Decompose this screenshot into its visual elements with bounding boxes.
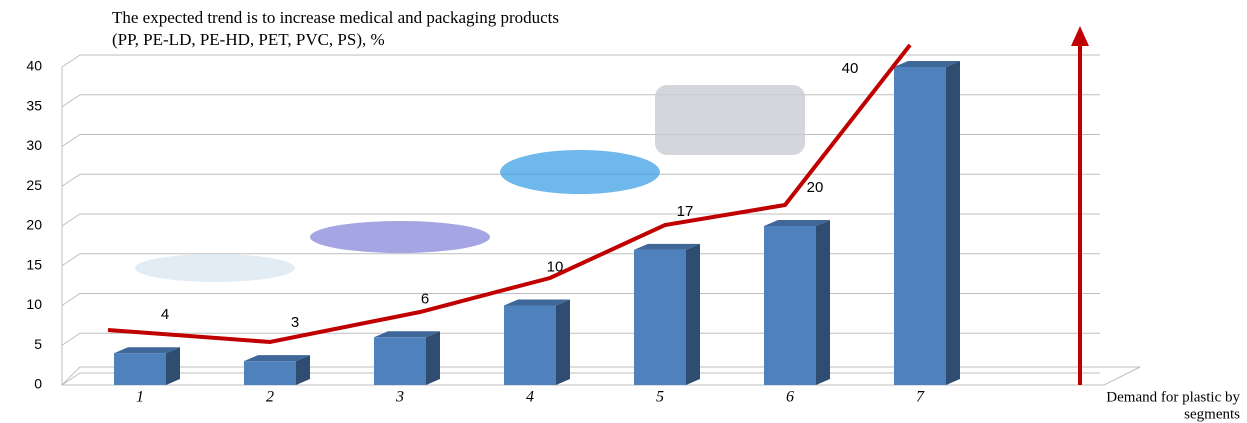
- bar-front: [634, 249, 686, 385]
- bar-top: [764, 220, 830, 226]
- x-tick-label: 2: [266, 389, 274, 406]
- bar-front: [764, 226, 816, 385]
- bar-front: [504, 305, 556, 385]
- grid-line: [61, 173, 1100, 187]
- x-tick-label: 7: [916, 389, 925, 406]
- x-tick-label: 1: [136, 389, 144, 406]
- bar-top: [114, 347, 180, 354]
- bar: [114, 347, 180, 385]
- container-image: [655, 85, 805, 155]
- bar-front: [894, 67, 946, 385]
- y-tick-label: 40: [26, 58, 42, 74]
- bar-front: [244, 361, 296, 385]
- y-tick-label: 25: [26, 177, 42, 193]
- y-tick-label: 15: [26, 256, 42, 272]
- trend-line: [107, 43, 912, 345]
- decoration: [107, 26, 1089, 385]
- bar-side: [166, 347, 180, 385]
- bar: [894, 61, 960, 385]
- grid-line: [61, 372, 1100, 386]
- floor: [60, 366, 1141, 386]
- grid-line: [61, 253, 1100, 267]
- bar-side: [686, 243, 700, 385]
- x-tick-label: 4: [526, 389, 534, 406]
- bar-front: [114, 353, 166, 385]
- covers-image: [500, 150, 660, 194]
- bar: [634, 243, 700, 385]
- value-label: 20: [807, 179, 824, 196]
- bar-side: [426, 331, 440, 385]
- value-label: 10: [547, 258, 564, 275]
- y-tick-label: 10: [26, 296, 42, 312]
- bar-side: [296, 355, 310, 385]
- bar-top: [504, 299, 570, 306]
- bar: [504, 299, 570, 385]
- chart-title: The expected trend is to increase medica…: [112, 8, 559, 27]
- bar-side: [556, 299, 570, 385]
- value-label: 40: [842, 60, 859, 77]
- value-label: 4: [161, 306, 169, 323]
- bar-top: [894, 61, 960, 67]
- gloves-image: [310, 221, 490, 253]
- bar: [244, 355, 310, 385]
- grid-line: [61, 332, 1100, 346]
- arrow-head: [1071, 26, 1089, 46]
- bar-side: [946, 61, 960, 385]
- y-tick-label: 5: [34, 336, 42, 352]
- bottle-image: [135, 254, 295, 282]
- y-tick-label: 0: [34, 376, 42, 392]
- x-tick-label: 3: [395, 389, 404, 406]
- x-tick-label: 5: [656, 389, 664, 406]
- value-label: 3: [291, 314, 299, 331]
- y-tick-label: 35: [26, 97, 42, 113]
- bar-side: [816, 220, 830, 385]
- grid-line: [61, 54, 1100, 68]
- x-axis-label: segments: [1184, 406, 1240, 422]
- y-tick-label: 30: [26, 137, 42, 153]
- x-tick-label: 6: [786, 389, 794, 406]
- bar: [764, 220, 830, 385]
- grid-line: [61, 213, 1100, 227]
- bar-top: [634, 243, 700, 250]
- grid-line: [61, 293, 1100, 306]
- plot-area: 0 5 10 15 20 25 30 35 40 1 4 2 3 3 6 4 10 5 17 6 20 7 40: [26, 54, 1141, 406]
- bar: [374, 331, 440, 385]
- chart-title: (PP, PE-LD, PE-HD, PET, PVC, PS), %: [112, 30, 385, 49]
- y-tick-label: 20: [26, 217, 42, 233]
- bar-top: [374, 331, 440, 338]
- x-axis-label: Demand for plastic by: [1106, 389, 1240, 405]
- bar-top: [244, 355, 310, 362]
- value-label: 17: [677, 203, 694, 220]
- bar-front: [374, 337, 426, 385]
- value-label: 6: [421, 290, 429, 307]
